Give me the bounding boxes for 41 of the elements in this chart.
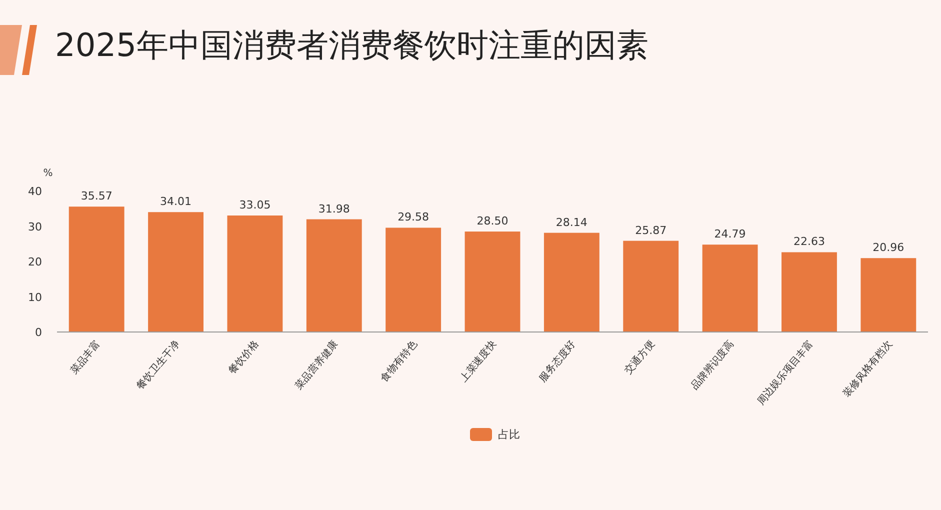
y-tick-label: 30 [28, 220, 42, 234]
data-label: 33.05 [239, 198, 271, 212]
x-tick-label: 菜品丰富 [68, 338, 103, 377]
x-tick-label: 周边娱乐项目丰富 [754, 338, 816, 408]
x-tick-label: 餐饮卫生干净 [134, 338, 182, 392]
x-tick-label: 餐饮价格 [226, 338, 262, 377]
bar [623, 240, 679, 332]
bar [782, 252, 837, 332]
y-tick-label: 10 [28, 290, 42, 304]
x-tick-label: 食物有特色 [378, 338, 420, 384]
chart-title: 2025年中国消费者消费餐饮时注重的因素 [55, 26, 648, 64]
legend-label: 占比 [498, 428, 520, 441]
bar [544, 232, 600, 332]
x-tick-label: 品牌辨识度高 [688, 338, 736, 392]
bar [386, 228, 442, 332]
bar [702, 244, 758, 332]
data-label: 20.96 [872, 241, 904, 254]
bar [227, 216, 283, 332]
y-axis-title: % [43, 168, 53, 179]
data-label: 29.58 [398, 210, 430, 224]
bar [306, 219, 362, 332]
data-label: 31.98 [318, 202, 350, 216]
data-label: 25.87 [635, 224, 667, 237]
data-label: 28.50 [476, 214, 508, 228]
data-label: 35.57 [80, 190, 112, 203]
bar [464, 232, 520, 332]
data-label: 22.63 [793, 235, 825, 248]
x-tick-label: 装修风格有档次 [840, 338, 895, 400]
bar [68, 206, 124, 332]
x-tick-label: 菜品营养健康 [292, 338, 340, 392]
data-label: 34.01 [160, 195, 192, 208]
data-label: 28.14 [556, 216, 588, 229]
x-tick-label: 交通方便 [622, 338, 658, 377]
bar [860, 258, 916, 332]
data-label: 24.79 [714, 228, 746, 241]
y-tick-label: 20 [28, 256, 42, 268]
y-tick-label: 0 [35, 326, 42, 339]
y-tick-label: 40 [28, 185, 42, 198]
x-tick-label: 上菜速度快 [457, 338, 499, 384]
x-tick-label: 服务态度好 [536, 338, 578, 384]
bar [148, 212, 204, 332]
